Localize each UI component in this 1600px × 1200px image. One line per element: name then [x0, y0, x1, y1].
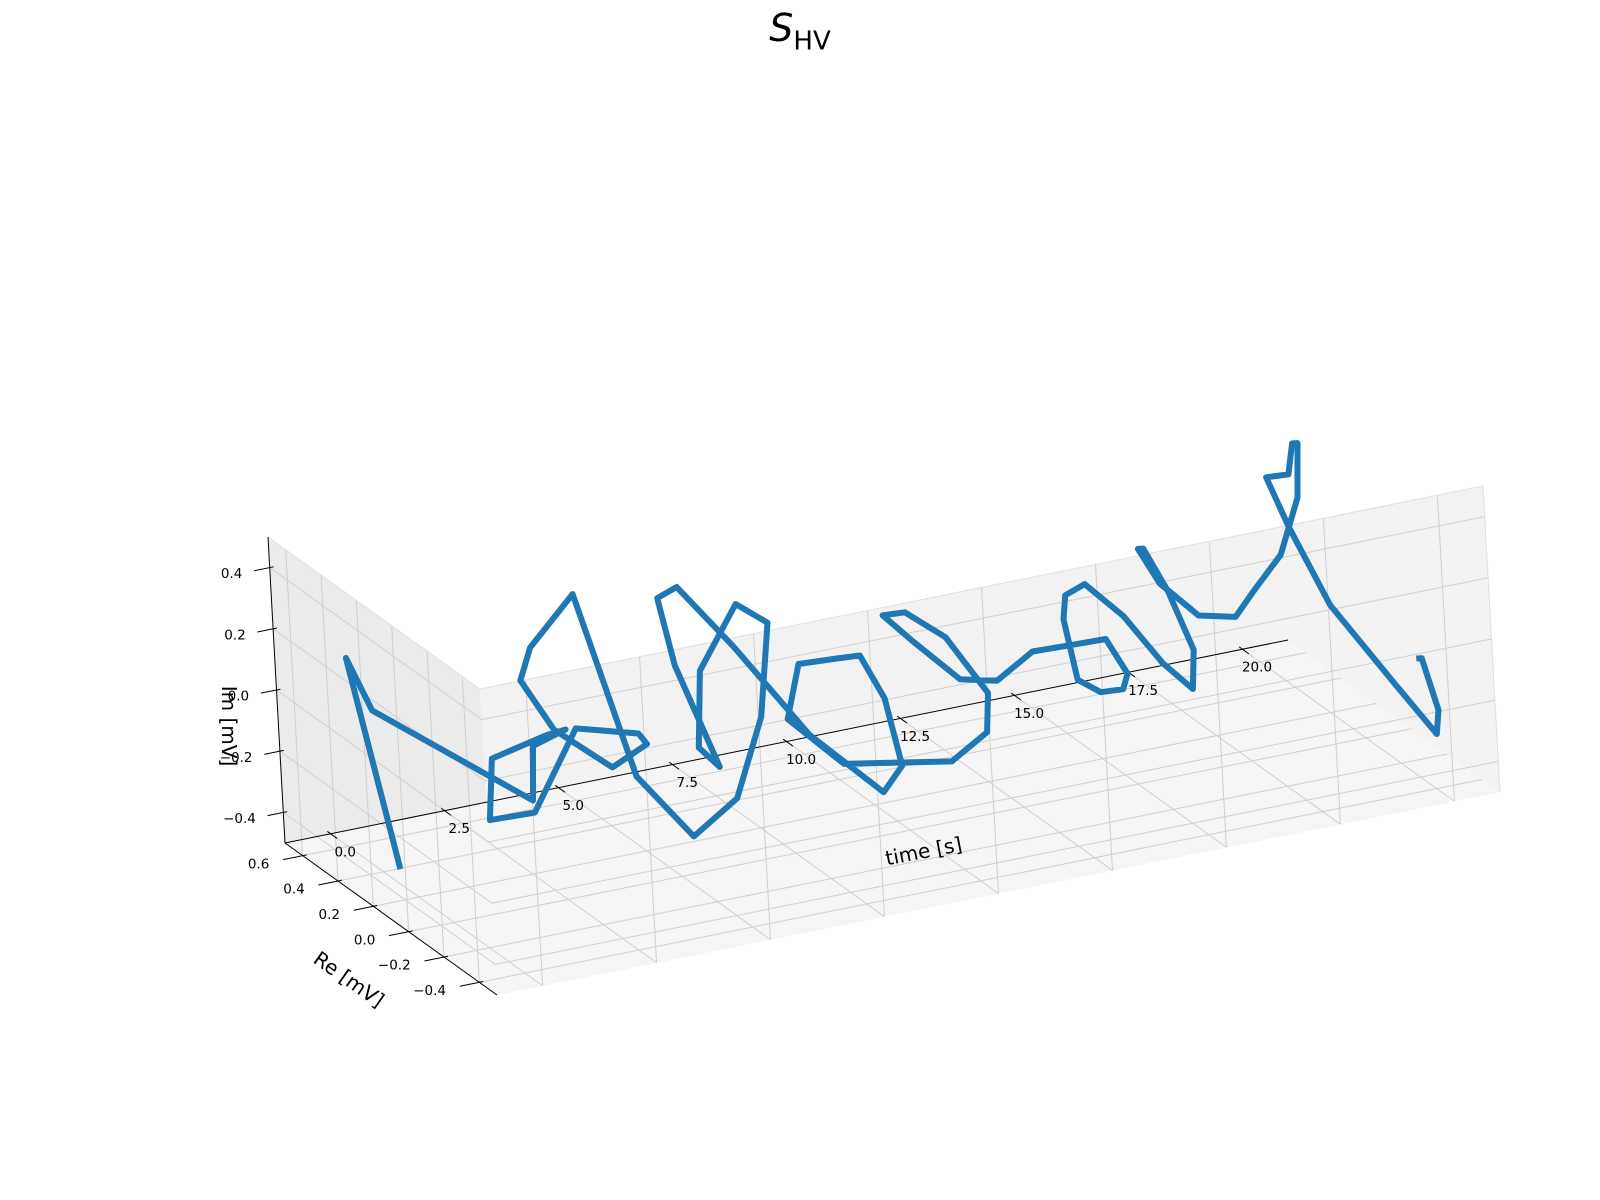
z-tick: [264, 749, 284, 755]
y-tick-label: −0.2: [378, 958, 411, 974]
chart-series: [342, 440, 1442, 870]
grid-line-x-floor: [1242, 648, 1455, 802]
x-tick: [668, 761, 680, 770]
x-tick: [782, 738, 794, 747]
z-tick: [257, 627, 278, 633]
pane-edge: [479, 485, 1484, 690]
grid-line-y-floor: [373, 702, 1377, 907]
series-line: [342, 440, 1442, 870]
chart-ticks: 0.02.55.07.510.012.515.017.520.0−0.4−0.2…: [220, 566, 1272, 999]
x-tick-label: 2.5: [448, 821, 469, 837]
grid-line-y-floor: [479, 778, 1483, 983]
y-axis-label: Re [mV]: [309, 946, 389, 1012]
x-tick-label: 0.0: [334, 844, 355, 860]
grid-line-z-left: [269, 567, 482, 721]
y-tick: [459, 981, 484, 987]
grid-line-x-floor: [786, 741, 999, 894]
y-tick: [353, 905, 378, 911]
z-tick-label: 0.2: [224, 627, 245, 643]
y-tick: [318, 879, 343, 886]
x-tick: [327, 831, 338, 839]
grid-line-x-floor: [330, 833, 543, 987]
grid-line-z-left: [279, 750, 493, 904]
pane-edge: [267, 536, 481, 690]
grid-line-x-floor: [558, 787, 771, 941]
grid-line-x-floor: [1014, 694, 1227, 848]
y-tick: [388, 930, 413, 937]
grid-line-z-back: [491, 699, 1495, 904]
x-tick: [441, 807, 452, 816]
chart-grid: [267, 485, 1501, 987]
y-tick-label: −0.4: [413, 983, 446, 999]
y-tick: [424, 955, 449, 962]
grid-line-z-back: [488, 638, 1492, 843]
x-tick: [555, 784, 566, 793]
grid-line-z-left: [283, 811, 496, 965]
grid-line-z-back: [495, 760, 1499, 965]
x-tick: [1238, 646, 1250, 655]
grid-line-x-floor: [672, 764, 885, 917]
x-tick-label: 7.5: [676, 775, 697, 791]
y-tick-label: 0.2: [319, 907, 340, 923]
y-tick: [282, 854, 307, 861]
grid-line-x-floor: [1128, 671, 1341, 825]
x-tick-label: 5.0: [562, 798, 583, 814]
x-tick: [1010, 692, 1022, 701]
y-tick-label: 0.6: [248, 856, 269, 872]
z-tick-label: −0.4: [223, 811, 256, 827]
x-tick-label: 10.0: [786, 752, 816, 768]
grid-line-y-floor: [408, 728, 1412, 933]
z-axis-label: Im [mV]: [217, 686, 241, 767]
grid-line-y-floor: [337, 677, 1342, 882]
y-tick-label: 0.0: [354, 932, 375, 948]
z-tick-label: 0.0: [228, 689, 249, 705]
z-tick-label: 0.4: [221, 566, 242, 582]
x-tick-label: 15.0: [1014, 706, 1044, 722]
pane-edge: [1482, 485, 1501, 793]
x-tick-label: 12.5: [900, 729, 930, 745]
chart-panes: [268, 486, 1500, 995]
z-tick: [267, 811, 288, 817]
grid-line-z-left: [276, 689, 489, 843]
x-tick: [896, 715, 908, 724]
y-axis-line: [284, 842, 498, 996]
x-tick-label: 17.5: [1128, 683, 1158, 699]
z-tick-label: −0.2: [220, 750, 253, 766]
grid-line-y-floor: [443, 753, 1448, 958]
chart-title-main: S: [769, 6, 794, 50]
grid-line-y-floor: [302, 652, 1306, 857]
y-tick-label: 0.4: [283, 882, 304, 898]
chart-title-subscript: HV: [793, 26, 831, 57]
grid-line-z-back: [481, 516, 1485, 721]
z-tick: [253, 566, 274, 572]
chart-title: SHV: [0, 6, 1600, 57]
grid-line-x-floor: [900, 718, 1113, 871]
z-tick: [260, 688, 281, 694]
x-tick-label: 20.0: [1242, 660, 1272, 676]
